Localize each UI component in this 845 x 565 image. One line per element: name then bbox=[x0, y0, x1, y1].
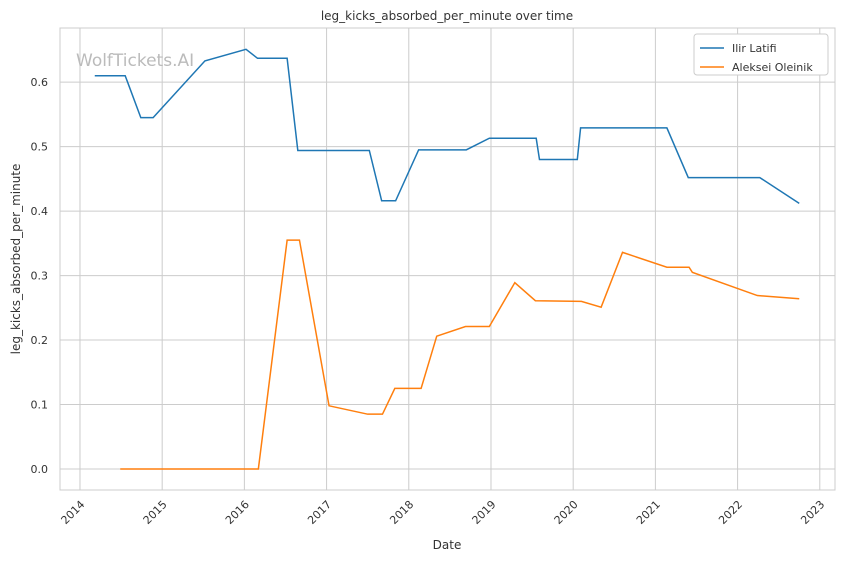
series-line-1 bbox=[120, 239, 800, 470]
plot-area bbox=[59, 27, 836, 491]
legend-label: Ilir Latifi bbox=[732, 42, 777, 55]
legend: Ilir Latifi Aleksei Oleinik bbox=[693, 33, 829, 76]
x-tick-label: 2015 bbox=[141, 498, 170, 527]
y-tick-label: 0.6 bbox=[31, 76, 49, 89]
y-tick-label: 0.2 bbox=[31, 334, 49, 347]
x-tick-label: 2021 bbox=[634, 498, 663, 527]
x-tick-label: 2014 bbox=[59, 498, 88, 527]
x-tick-label: 2018 bbox=[387, 498, 416, 527]
y-tick-label: 0.0 bbox=[31, 463, 49, 476]
x-tick-label: 2017 bbox=[305, 498, 334, 527]
watermark: WolfTickets.AI bbox=[76, 51, 194, 71]
y-tick-label: 0.3 bbox=[31, 270, 49, 283]
series-lines bbox=[94, 48, 800, 470]
y-axis-label: leg_kicks_absorbed_per_minute bbox=[9, 164, 23, 355]
y-tick-label: 0.5 bbox=[31, 141, 49, 154]
legend-label: Aleksei Oleinik bbox=[732, 61, 813, 74]
x-tick-label: 2016 bbox=[223, 498, 252, 527]
series-line-0 bbox=[94, 48, 800, 204]
x-axis-label: Date bbox=[433, 538, 462, 552]
chart-title: leg_kicks_absorbed_per_minute over time bbox=[321, 9, 573, 23]
x-tick-label: 2023 bbox=[798, 498, 827, 527]
x-tick-label: 2020 bbox=[552, 498, 581, 527]
x-tick-label: 2019 bbox=[470, 498, 499, 527]
y-tick-label: 0.4 bbox=[31, 205, 49, 218]
x-tick-label: 2022 bbox=[716, 498, 745, 527]
y-tick-label: 0.1 bbox=[31, 399, 49, 412]
